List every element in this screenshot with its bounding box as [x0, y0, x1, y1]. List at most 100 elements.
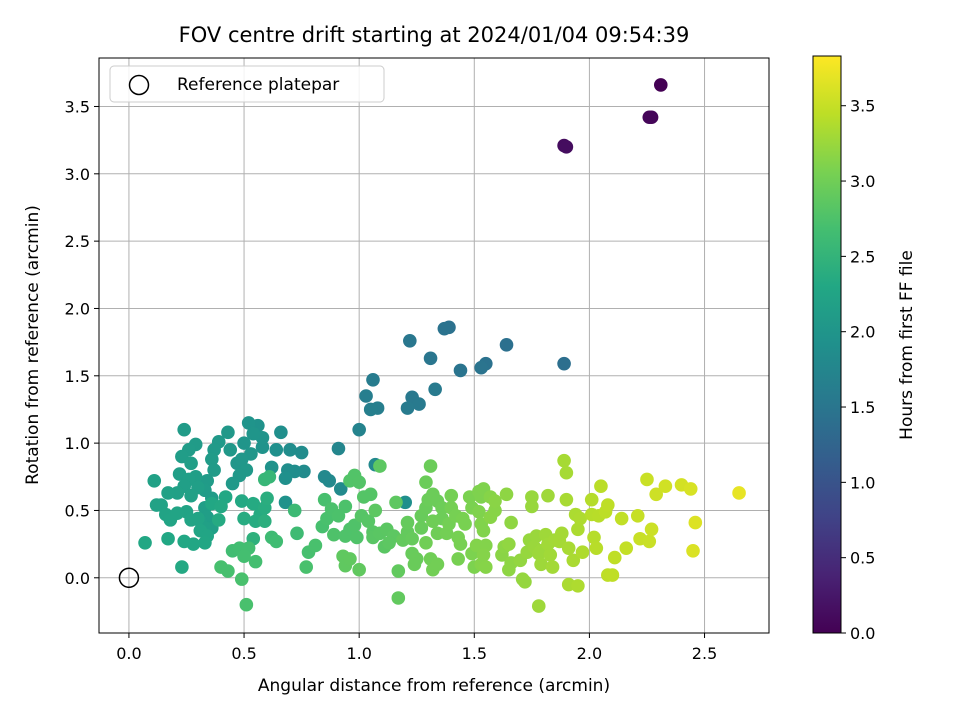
x-axis-label: Angular distance from reference (arcmin) [258, 676, 610, 696]
reference-point [118, 567, 140, 589]
scatter-point [453, 363, 468, 378]
scatter-point [368, 503, 383, 518]
y-tick-label: 0.0 [65, 569, 90, 588]
scatter-point [352, 475, 366, 489]
scatter-point [223, 443, 238, 457]
scatter-point [502, 537, 516, 551]
scatter-point [405, 531, 419, 546]
scatter-point [347, 518, 362, 533]
scatter-point [407, 557, 422, 572]
scatter-point [234, 572, 249, 586]
scatter-point [147, 474, 162, 488]
scatter-point [554, 526, 569, 541]
scatter-point [437, 321, 452, 336]
scatter-point [299, 560, 314, 574]
scatter-point [350, 530, 364, 545]
chart-title: FOV centre drift starting at 2024/01/04 … [179, 23, 690, 47]
scatter-point [571, 579, 585, 593]
scatter-point [241, 416, 256, 430]
colorbar-tick-label: 0.5 [850, 549, 875, 568]
scatter-point [423, 351, 438, 366]
scatter-point [619, 541, 634, 555]
scatter-point [221, 425, 235, 440]
scatter-point [644, 522, 659, 537]
scatter-point [138, 535, 152, 550]
scatter-point [403, 333, 417, 348]
scatter-point [531, 599, 546, 613]
scatter-point [175, 560, 189, 574]
legend-marker [128, 74, 150, 96]
scatter-point [269, 534, 284, 549]
scatter-point [352, 562, 366, 577]
scatter-point [234, 494, 249, 508]
scatter-point [504, 515, 518, 530]
scatter-point [198, 535, 212, 550]
scatter-point [594, 479, 608, 494]
scatter-point [499, 487, 514, 502]
scatter-point [640, 472, 654, 487]
scatter-point [688, 515, 703, 530]
scatter-point [331, 441, 346, 456]
scatter-point [274, 425, 288, 440]
reference-marker [118, 567, 140, 589]
scatter-point [472, 505, 486, 519]
scatter-point [571, 522, 585, 537]
scatter-point [587, 530, 601, 545]
scatter-point [161, 486, 175, 500]
colorbar-tick-label: 2.5 [850, 247, 875, 266]
scatter-point [255, 440, 270, 454]
scatter-point [732, 486, 746, 500]
scatter-point [184, 488, 198, 503]
scatter-point [283, 443, 297, 457]
x-tick-label: 2.0 [577, 644, 602, 663]
scatter-point [352, 422, 366, 437]
scatter-point [589, 541, 604, 555]
scatter-point [333, 482, 348, 496]
scatter-point [177, 422, 191, 437]
scatter-point [451, 552, 465, 566]
scatter-point [287, 503, 302, 518]
scatter-point [561, 541, 576, 555]
scatter-point [234, 452, 249, 467]
scatter-point [557, 356, 571, 371]
scatter-point [207, 463, 221, 477]
scatter-point [686, 544, 700, 558]
scatter-point [566, 553, 581, 568]
scatter-point [614, 511, 629, 526]
scatter-point [414, 521, 429, 535]
scatter-point [359, 389, 373, 403]
x-axis-ticks: 0.0 0.5 1.0 1.5 2.0 2.5 [116, 633, 717, 663]
x-tick-label: 0.0 [116, 644, 141, 663]
x-tick-label: 2.5 [692, 644, 717, 663]
scatter-point [649, 487, 663, 502]
scatter-point [488, 494, 502, 508]
scatter-point [653, 78, 668, 92]
scatter-point [382, 535, 396, 550]
scatter-point [373, 459, 387, 473]
x-tick-label: 1.5 [462, 644, 487, 663]
scatter-point [559, 465, 574, 480]
scatter-point [419, 535, 433, 550]
y-tick-label: 2.0 [65, 299, 90, 318]
scatter-point [170, 506, 185, 520]
scatter-point [607, 550, 622, 565]
y-tick-label: 2.5 [65, 232, 90, 251]
scatter-point [474, 360, 488, 375]
scatter-point [294, 445, 309, 460]
scatter-point [642, 534, 657, 549]
y-tick-label: 1.5 [65, 367, 90, 386]
scatter-point [239, 597, 254, 612]
colorbar-label: Hours from first FF file [897, 250, 917, 440]
scatter-point [331, 509, 346, 523]
scatter-point [211, 513, 226, 527]
scatter-point [601, 498, 615, 512]
scatter-point [430, 557, 445, 572]
scatter-point [683, 482, 698, 496]
scatter-point [237, 549, 251, 564]
scatter-point [184, 456, 198, 471]
scatter-point [391, 591, 406, 605]
scatter-point [177, 534, 191, 549]
scatter-point [419, 475, 433, 489]
scatter-point [246, 496, 261, 511]
y-axis-label: Rotation from reference (arcmin) [23, 205, 43, 485]
